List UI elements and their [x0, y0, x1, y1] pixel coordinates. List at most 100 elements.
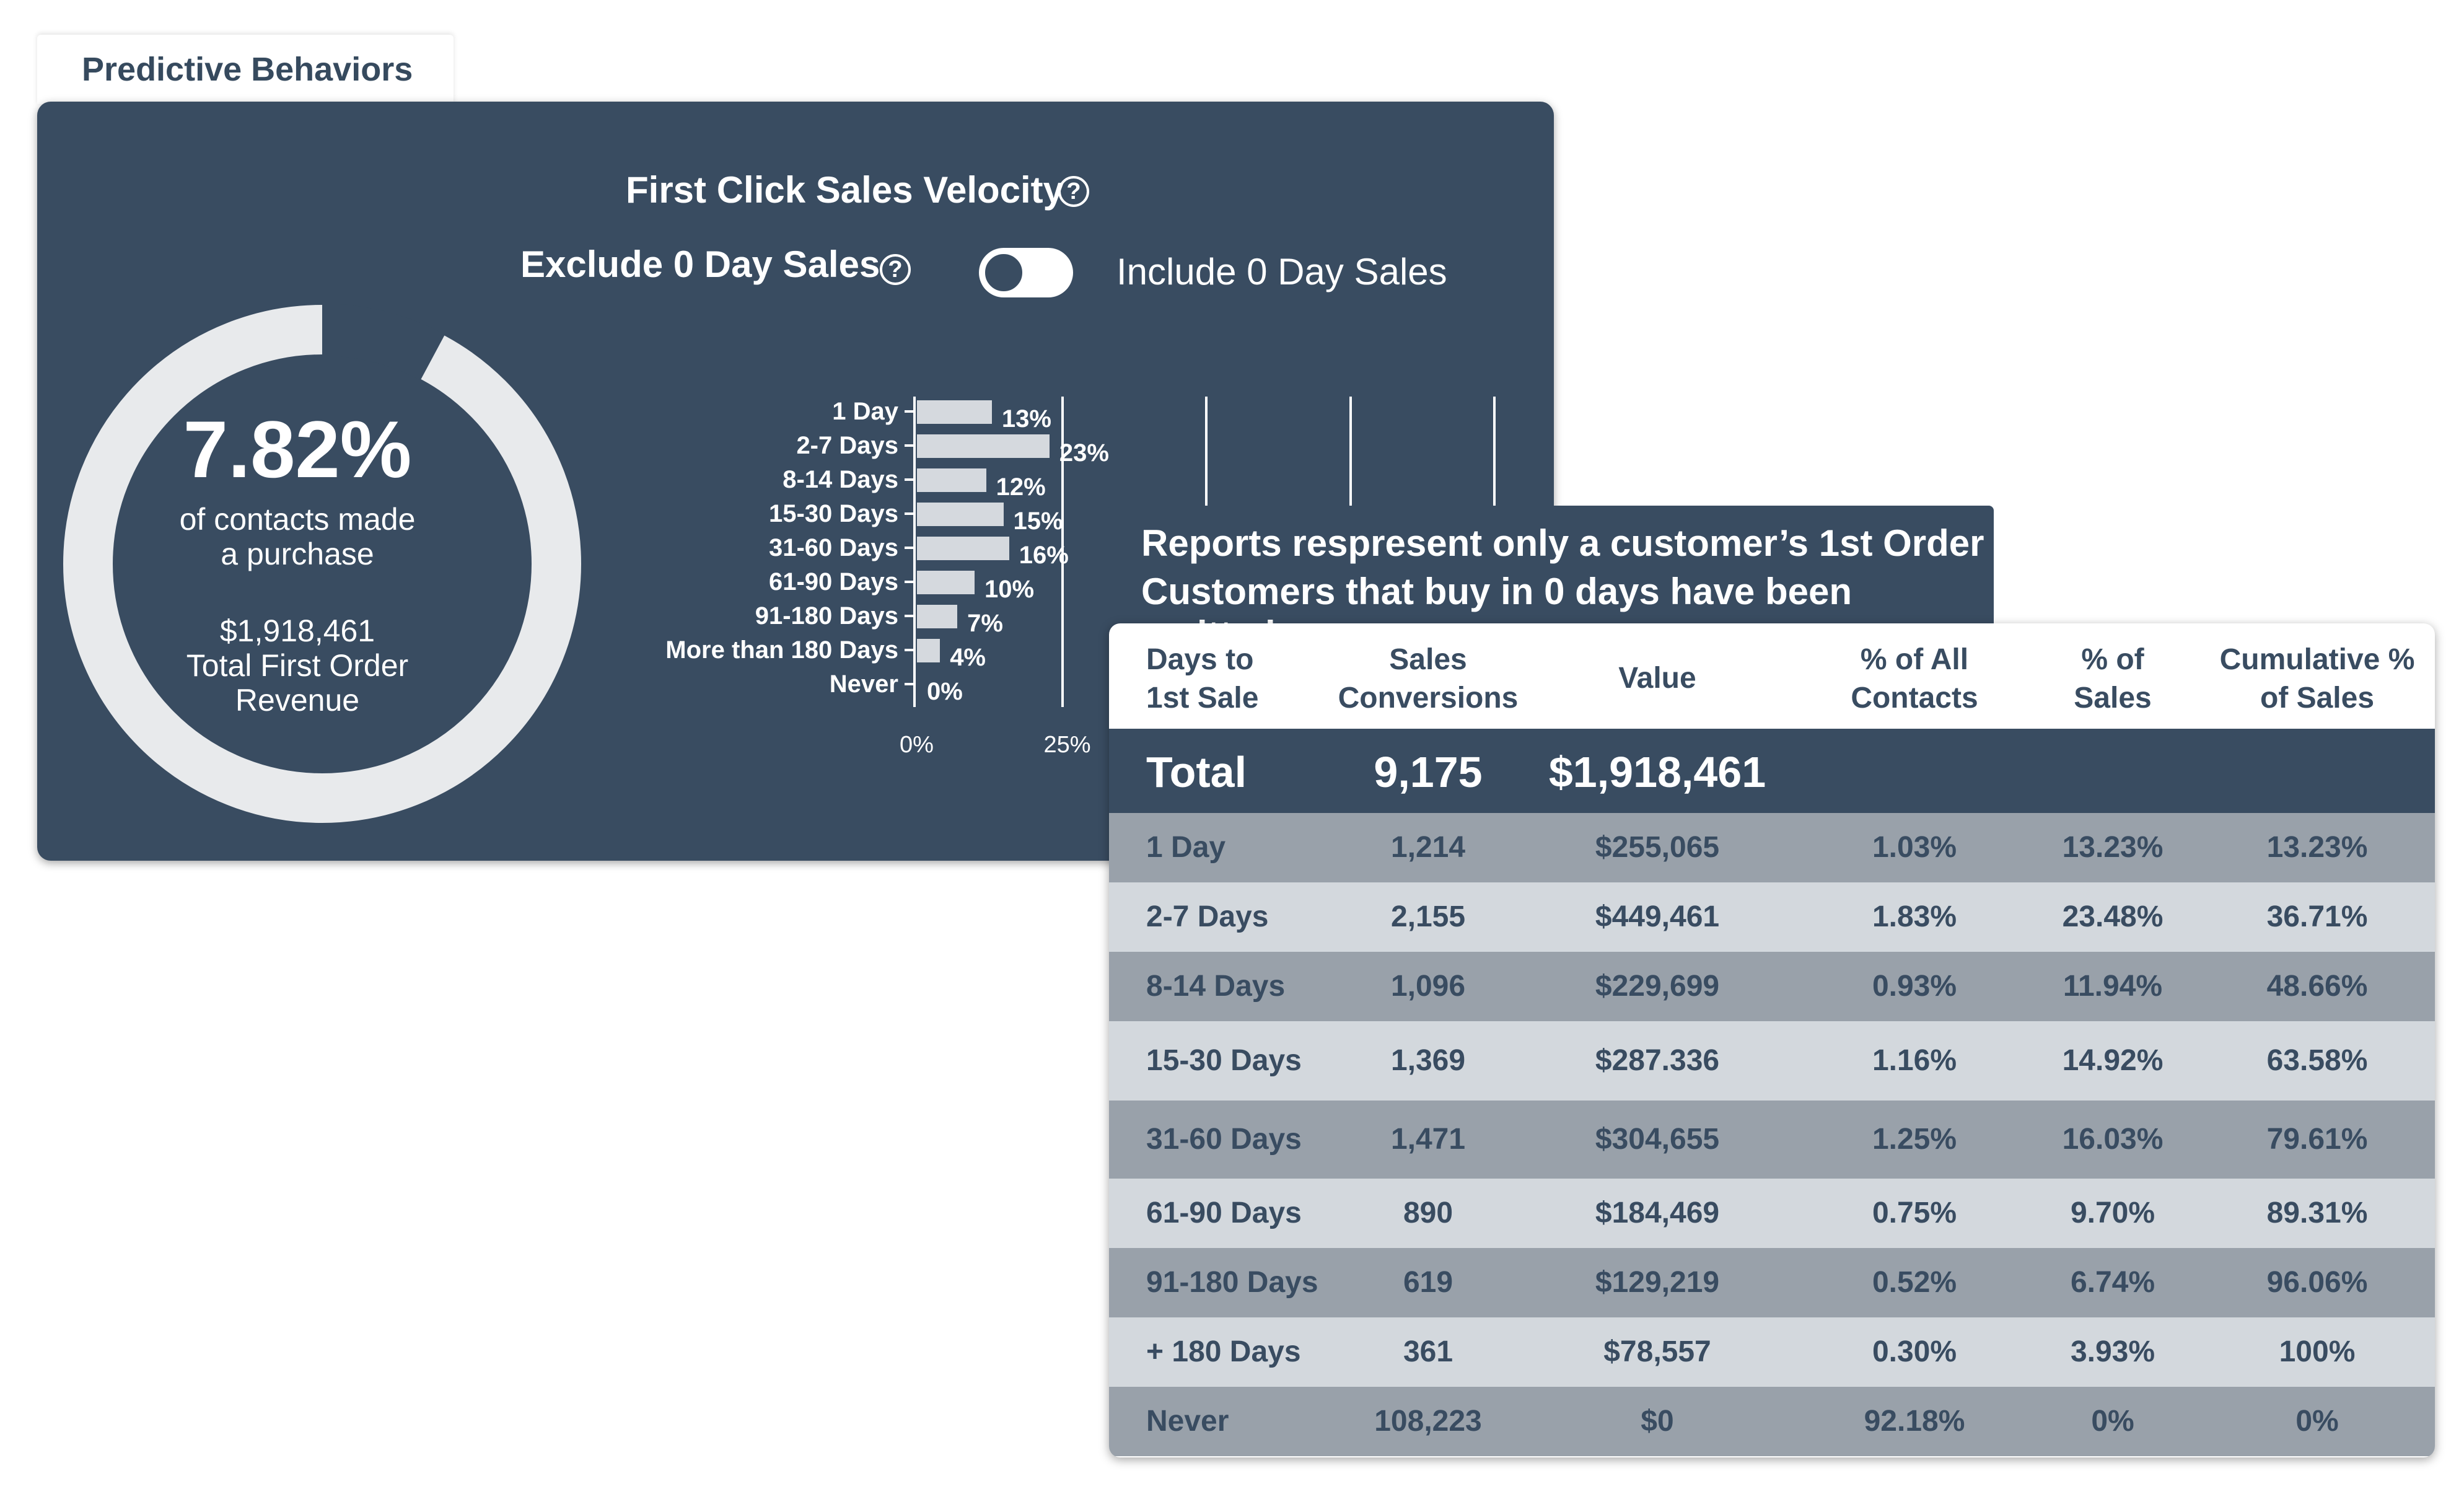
bar [917, 639, 940, 662]
table-cell: $229,699 [1595, 970, 1720, 1003]
bar-value-label: 4% [950, 644, 986, 671]
bar-category-label: 15-30 Days [768, 500, 898, 527]
table-row[interactable]: 91-180 Days 619 $129,219 0.52% 6.74% 96.06% [1109, 1248, 2435, 1317]
table-cell: $184,469 [1595, 1197, 1720, 1229]
table-cell: 100% [2279, 1335, 2356, 1368]
column-header-line: % of [2081, 643, 2144, 676]
table-cell: 13.23% [2266, 831, 2368, 864]
table-cell: 61-90 Days [1146, 1197, 1302, 1229]
table-cell: 3.93% [2070, 1335, 2155, 1368]
bar-category-label: More than 180 Days [665, 636, 898, 664]
column-header-line: 1st Sale [1146, 682, 1259, 714]
table-cell: 1.03% [1872, 831, 1957, 864]
zero-day-toggle[interactable] [979, 248, 1073, 297]
table-cell: + 180 Days [1146, 1335, 1301, 1368]
table-cell: 361 [1403, 1335, 1453, 1368]
table-cell: Never [1146, 1405, 1229, 1438]
table-cell: 8-14 Days [1146, 970, 1286, 1003]
column-header[interactable]: Sales Conversions [1329, 641, 1527, 718]
chart-tick [905, 444, 914, 447]
table-row[interactable]: 61-90 Days 890 $184,469 0.75% 9.70% 89.31% [1109, 1179, 2435, 1248]
bar [917, 605, 958, 628]
purchase-caption: of contacts made a purchase [142, 502, 452, 571]
tab-predictive-behaviors[interactable]: Predictive Behaviors [37, 35, 454, 104]
bar-value-label: 15% [1013, 508, 1063, 535]
table-cell: $287.336 [1595, 1044, 1720, 1077]
table-cell: 1.25% [1872, 1123, 1957, 1156]
bar-value-label: 7% [967, 610, 1003, 637]
table-row[interactable]: 8-14 Days 1,096 $229,699 0.93% 11.94% 48.66% [1109, 952, 2435, 1021]
table-cell: 14.92% [2062, 1044, 2164, 1077]
chart-tick [905, 615, 914, 617]
table-cell: 91-180 Days [1146, 1266, 1318, 1299]
table-cell: 1 Day [1146, 831, 1226, 864]
bar-category-label: 2-7 Days [796, 432, 898, 459]
table-cell: 1.83% [1872, 900, 1957, 933]
x-tick-label: 25% [1043, 732, 1091, 758]
table-cell: 1,471 [1390, 1123, 1466, 1156]
table-cell: 0% [2091, 1405, 2134, 1438]
table-cell: 16.03% [2062, 1123, 2164, 1156]
table-cell: 108,223 [1374, 1405, 1482, 1438]
chart-tick [905, 683, 914, 685]
chart-tick [905, 410, 914, 413]
revenue-caption-line2: Revenue [235, 683, 360, 718]
help-icon[interactable]: ? [1058, 176, 1089, 207]
bar-value-label: 13% [1001, 405, 1051, 433]
table-cell: 63.58% [2266, 1044, 2368, 1077]
notice-line1: Reports respresent only a customer’s 1st… [1141, 522, 1984, 564]
table-row[interactable]: Never 108,223 $0 92.18% 0% 0% [1109, 1387, 2435, 1456]
bar-category-label: 61-90 Days [768, 568, 898, 595]
table-cell: $129,219 [1595, 1266, 1720, 1299]
table-cell: 15-30 Days [1146, 1044, 1302, 1077]
column-header-line: % of All [1860, 643, 1969, 676]
total-conversions: 9,175 [1374, 748, 1483, 796]
bar-value-label: 0% [927, 678, 963, 705]
x-tick-label: 0% [900, 732, 934, 758]
velocity-bar-chart: 1 Day 13% 2-7 Days 23% 8-14 Days 12% 15-30 Day… [37, 102, 1554, 861]
table-row[interactable]: + 180 Days 361 $78,557 0.30% 3.93% 100% [1109, 1317, 2435, 1387]
column-header-line: Value [1618, 662, 1696, 695]
table-cell: $449,461 [1595, 900, 1720, 933]
chart-tick [905, 478, 914, 481]
sales-velocity-panel: First Click Sales Velocity ? Exclude 0 D… [37, 102, 1554, 861]
table-cell: 89.31% [2266, 1197, 2368, 1229]
table-cell: 23.48% [2062, 900, 2164, 933]
exclude-zero-day-label: Exclude 0 Day Sales [520, 244, 880, 285]
purchase-percent: 7.82% [183, 404, 412, 494]
table-row[interactable]: 1 Day 1,214 $255,065 1.03% 13.23% 13.23% [1109, 813, 2435, 882]
table-cell: 0.52% [1872, 1266, 1957, 1299]
column-header[interactable]: % of All Contacts [1828, 641, 2001, 718]
chart-y-axis [913, 397, 916, 707]
donut-segment [62, 304, 582, 824]
purchase-donut [62, 304, 582, 824]
table-cell: 1,369 [1390, 1044, 1466, 1077]
column-header[interactable]: Days to 1st Sale [1146, 641, 1307, 718]
sales-table: Days to 1st Sale Sales Conversions Value % of… [1109, 623, 2435, 1457]
column-header-line: Sales [2074, 682, 2152, 714]
column-header-line: Sales [1389, 643, 1467, 676]
revenue-value: $1,918,461 [219, 613, 375, 648]
table-cell: 0.93% [1872, 970, 1957, 1003]
column-header[interactable]: Value [1564, 659, 1750, 698]
report-notice: Reports respresent only a customer’s 1st… [1108, 506, 1994, 655]
chart-tick [905, 547, 914, 549]
column-header[interactable]: Cumulative % of Sales [2218, 641, 2416, 718]
revenue-summary: $1,918,461 Total First Order Revenue [142, 613, 452, 718]
help-icon[interactable]: ? [880, 254, 911, 285]
table-cell: 2,155 [1390, 900, 1466, 933]
table-cell: 13.23% [2062, 831, 2164, 864]
table-cell: 9.70% [2070, 1197, 2155, 1229]
table-row[interactable]: 2-7 Days 2,155 $449,461 1.83% 23.48% 36.71% [1109, 882, 2435, 952]
column-header-line: Cumulative % [2219, 643, 2415, 676]
table-cell: 11.94% [2063, 970, 2163, 1003]
column-header-line: Contacts [1851, 682, 1978, 714]
column-header[interactable]: % of Sales [2045, 641, 2181, 718]
bar [917, 571, 975, 594]
table-cell: 0.30% [1872, 1335, 1957, 1368]
table-cell: $304,655 [1595, 1123, 1720, 1156]
purchase-caption-line1: of contacts made [179, 502, 416, 537]
table-row[interactable]: 15-30 Days 1,369 $287.336 1.16% 14.92% 63.58% [1109, 1021, 2435, 1101]
table-cell: 31-60 Days [1146, 1123, 1302, 1156]
table-row[interactable]: 31-60 Days 1,471 $304,655 1.25% 16.03% 79.61% [1109, 1101, 2435, 1179]
